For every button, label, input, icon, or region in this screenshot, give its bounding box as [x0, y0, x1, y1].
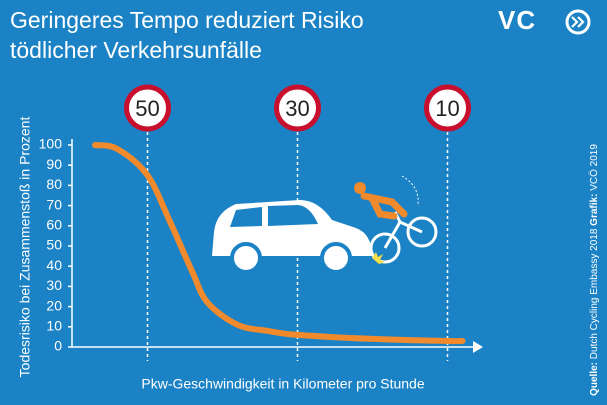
y-tick-label: 70	[46, 196, 62, 212]
x-tick-label: 30	[285, 96, 309, 121]
y-tick-label: 80	[46, 176, 62, 192]
bike-wheel	[406, 216, 438, 248]
y-tick-label: 0	[54, 338, 62, 354]
x-tick-label: 10	[435, 96, 459, 121]
source-label: Quelle:	[589, 362, 600, 396]
car-wheel	[230, 242, 262, 274]
car-wheel	[320, 242, 352, 274]
source-text: Dutch Cycling Embassy 2018	[589, 228, 600, 359]
chart-title: Geringeres Tempo reduziert Risiko	[10, 7, 364, 33]
y-tick-label: 60	[46, 217, 62, 233]
credit-text: VCÖ 2019	[588, 144, 600, 191]
chart-title: tödlicher Verkehrsunfälle	[10, 37, 262, 63]
y-tick-label: 50	[46, 237, 62, 253]
x-tick-label: 50	[135, 96, 159, 121]
logo: VC	[498, 5, 591, 35]
source: Quelle: Dutch Cycling Embassy 2018 Grafi…	[588, 144, 600, 396]
impact	[372, 252, 385, 264]
y-tick-label: 30	[46, 277, 62, 293]
speed-sign	[424, 84, 471, 132]
speed-sign	[124, 84, 171, 132]
y-tick-label: 90	[46, 156, 62, 172]
x-axis-arrow	[473, 341, 483, 353]
y-tick-label: 20	[46, 297, 62, 313]
cyclist-head	[354, 182, 366, 194]
illustration	[212, 175, 438, 274]
credit-label: Grafik:	[589, 194, 600, 226]
logo-text: VC	[498, 5, 536, 35]
y-tick-label: 40	[46, 257, 62, 273]
x-axis-label: Pkw-Geschwindigkeit in Kilometer pro Stu…	[141, 376, 424, 392]
speed-sign	[274, 84, 321, 132]
y-axis-label: Todesrisiko bei Zusammenstoß in Prozent	[17, 117, 33, 378]
car-windows	[230, 205, 318, 227]
motion-line	[401, 175, 419, 207]
y-tick-label: 100	[39, 136, 63, 152]
risk-line	[92, 142, 466, 345]
logo-arrows	[571, 16, 585, 28]
cyclist-body	[360, 192, 408, 220]
y-tick-label: 10	[46, 318, 62, 334]
logo-ring	[565, 9, 591, 35]
